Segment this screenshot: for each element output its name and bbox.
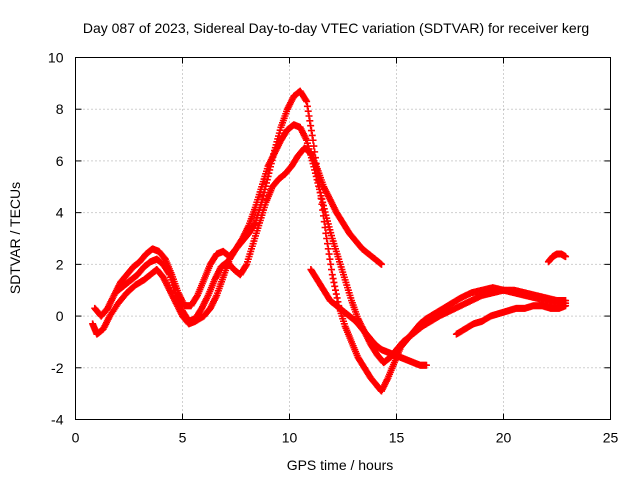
y-tick-label: 10 — [48, 50, 64, 66]
data-point — [320, 205, 328, 213]
data-point — [332, 286, 340, 294]
data-point — [422, 361, 430, 369]
axis-ticks — [75, 57, 611, 420]
x-tick-label: 10 — [282, 430, 298, 446]
y-tick-label: 8 — [56, 101, 64, 117]
series-track-1 — [89, 87, 570, 395]
x-tick-label: 5 — [179, 430, 187, 446]
data-point — [318, 195, 326, 203]
series-track-3 — [114, 144, 386, 325]
series-track-4 — [307, 266, 430, 369]
data-point — [308, 131, 316, 139]
x-tick-label: 15 — [389, 430, 405, 446]
data-point — [165, 269, 173, 277]
data-point — [307, 122, 315, 130]
y-tick-label: 6 — [56, 153, 64, 169]
y-tick-label: 0 — [56, 308, 64, 324]
data-point — [317, 192, 325, 200]
data-point — [324, 245, 332, 253]
chart-title: Day 087 of 2023, Sidereal Day-to-day VTE… — [83, 20, 589, 36]
grid-lines — [75, 57, 611, 420]
plot-frame — [75, 57, 611, 420]
data-point — [315, 185, 323, 193]
data-point — [562, 253, 570, 261]
data-point — [326, 255, 334, 263]
data-point — [316, 189, 324, 197]
y-tick-label: 2 — [56, 256, 64, 272]
data-point — [328, 271, 336, 279]
series-track-6 — [544, 250, 570, 266]
data-point — [325, 250, 333, 258]
data-point — [333, 294, 341, 302]
y-tick-label: -2 — [51, 360, 64, 376]
data-point — [250, 220, 258, 228]
data-point — [302, 96, 310, 104]
data-point — [262, 179, 270, 187]
data-point — [332, 290, 340, 298]
y-axis-label: SDTVAR / TECUs — [7, 182, 23, 294]
x-tick-label: 0 — [72, 430, 80, 446]
data-point — [330, 278, 338, 286]
y-tick-labels: -4 -2 0 2 4 6 8 10 — [48, 50, 64, 428]
data-point — [327, 260, 335, 268]
data-point — [303, 97, 311, 105]
x-tick-label: 20 — [496, 430, 512, 446]
data-point — [309, 136, 317, 144]
data-point — [242, 262, 250, 270]
y-tick-label: 4 — [56, 205, 64, 221]
data-point — [303, 102, 311, 110]
data-point — [329, 275, 337, 283]
y-tick-label: -4 — [51, 412, 64, 428]
data-point — [323, 240, 331, 248]
x-axis-label: GPS time / hours — [287, 457, 394, 473]
data-point — [378, 260, 386, 268]
series-track-5 — [452, 302, 570, 338]
data-point — [327, 266, 335, 274]
x-tick-labels: 0 5 10 15 20 25 — [72, 430, 619, 446]
data-points — [89, 87, 570, 395]
data-point — [304, 107, 312, 115]
x-tick-label: 25 — [603, 430, 619, 446]
data-point — [306, 117, 314, 125]
data-point — [331, 282, 339, 290]
data-point — [319, 202, 327, 210]
data-point — [307, 127, 315, 135]
data-point — [562, 302, 570, 310]
data-point — [321, 208, 329, 216]
data-point — [305, 112, 313, 120]
data-point — [319, 198, 327, 206]
